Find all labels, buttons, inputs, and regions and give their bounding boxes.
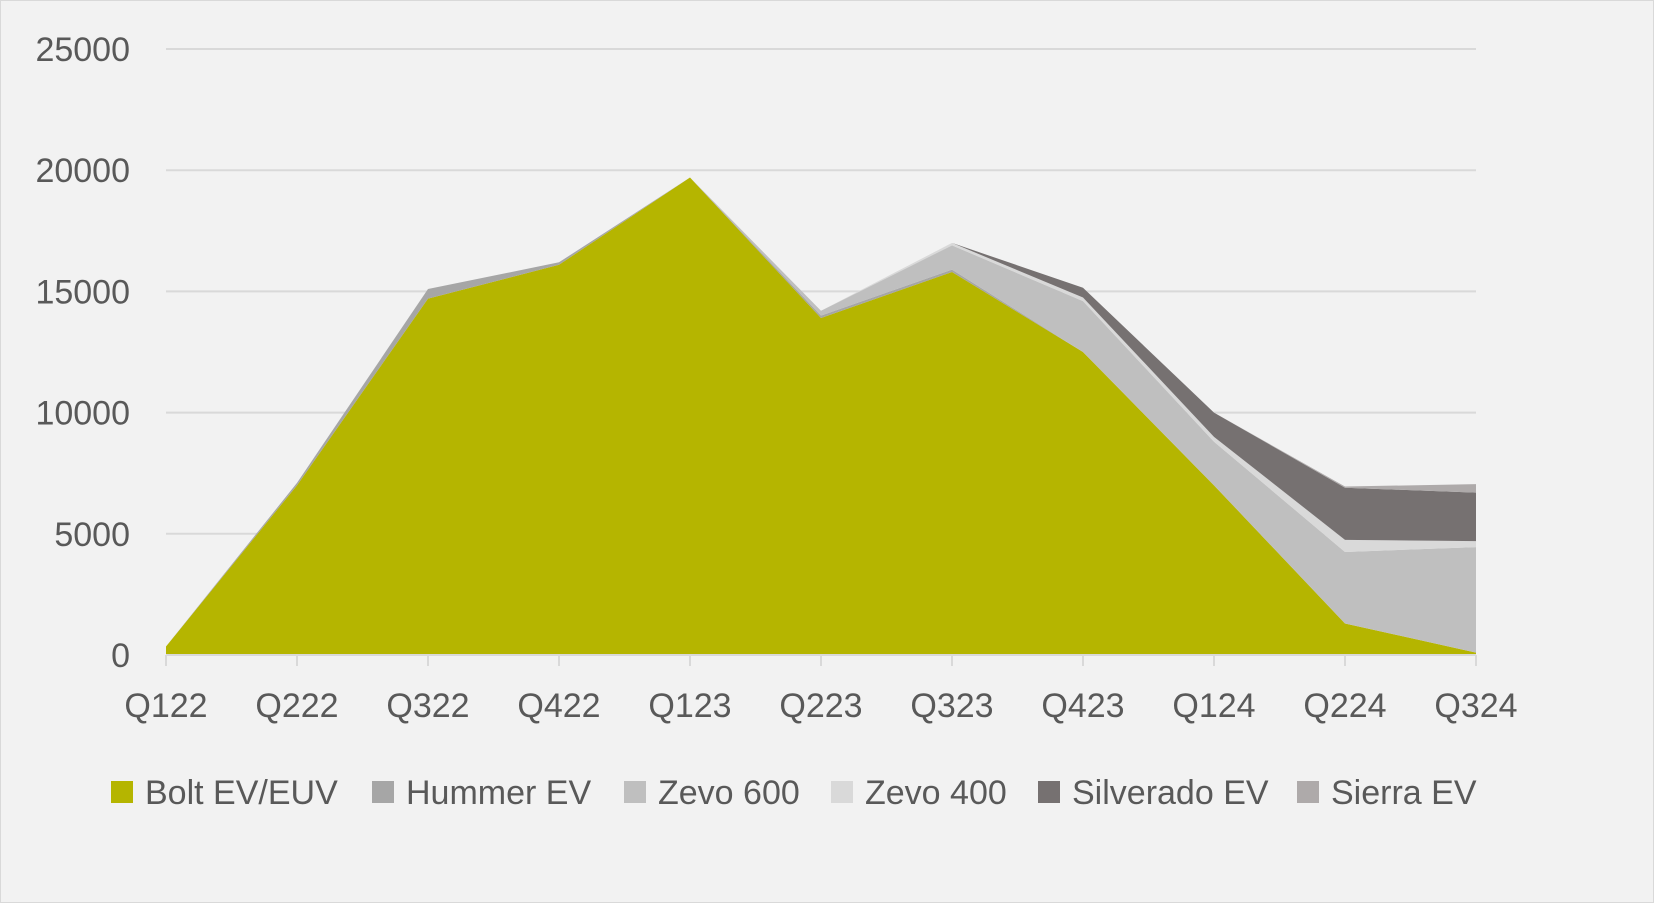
y-tick-label: 0 (111, 637, 130, 675)
x-tick-label: Q224 (1303, 687, 1386, 725)
x-tick-label: Q124 (1172, 687, 1255, 725)
x-tick-label: Q423 (1041, 687, 1124, 725)
legend-label: Silverado EV (1072, 774, 1269, 812)
legend-label: Bolt EV/EUV (145, 774, 338, 812)
y-axis-tick-labels: 0 5000 10000 15000 20000 25000 (35, 31, 130, 675)
legend-label: Hummer EV (406, 774, 591, 812)
area-bolt-ev-euv (166, 177, 1476, 655)
legend-item: Silverado EV (1038, 774, 1269, 812)
legend-label: Zevo 400 (865, 774, 1007, 812)
legend-swatch (624, 781, 646, 803)
x-axis-tick-labels: Q122 Q222 Q322 Q422 Q123 Q223 Q323 Q423 Q124 Q224… (124, 687, 1517, 725)
x-tick-label: Q322 (386, 687, 469, 725)
legend-label: Zevo 600 (658, 774, 800, 812)
areas (166, 177, 1476, 655)
legend-label: Sierra EV (1331, 774, 1477, 812)
x-tick-label: Q323 (910, 687, 993, 725)
legend: Bolt EV/EUV Hummer EV Zevo 600 Zevo 400 Silv… (111, 774, 1477, 812)
x-tick-label: Q122 (124, 687, 207, 725)
x-tick-label: Q123 (648, 687, 731, 725)
y-tick-label: 20000 (35, 152, 130, 190)
x-tick-label: Q222 (255, 687, 338, 725)
y-tick-label: 10000 (35, 395, 130, 433)
legend-item: Bolt EV/EUV (111, 774, 338, 812)
legend-item: Zevo 600 (624, 774, 800, 812)
axes (165, 654, 1477, 666)
legend-item: Sierra EV (1297, 774, 1477, 812)
legend-swatch (1038, 781, 1060, 803)
x-tick-label: Q422 (517, 687, 600, 725)
legend-swatch (831, 781, 853, 803)
legend-swatch (1297, 781, 1319, 803)
legend-item: Zevo 400 (831, 774, 1007, 812)
area-zevo-600 (166, 177, 1476, 653)
x-tick-label: Q223 (779, 687, 862, 725)
y-tick-label: 15000 (35, 273, 130, 311)
x-tick-label: Q324 (1434, 687, 1517, 725)
legend-item: Hummer EV (372, 774, 591, 812)
y-tick-label: 25000 (35, 31, 130, 69)
y-tick-label: 5000 (54, 516, 130, 554)
legend-swatch (111, 781, 133, 803)
legend-swatch (372, 781, 394, 803)
